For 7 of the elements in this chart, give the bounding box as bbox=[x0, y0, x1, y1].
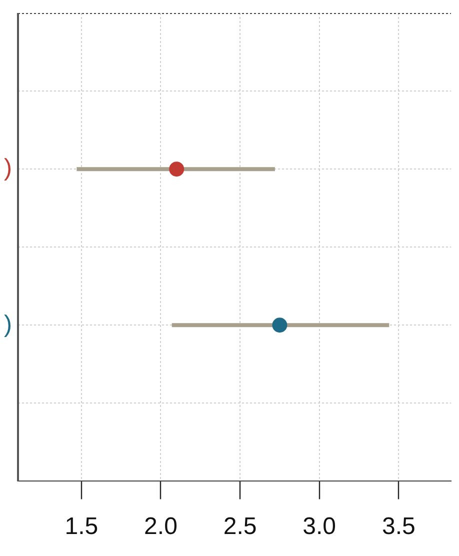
x-tick-label: 1.5 bbox=[64, 513, 98, 540]
x-tick-label: 3.5 bbox=[382, 513, 416, 540]
y-tick-label: ) bbox=[4, 310, 12, 338]
y-tick-label: ) bbox=[4, 154, 12, 182]
x-tick-label: 2.0 bbox=[144, 513, 178, 540]
x-tick-label: 3.0 bbox=[302, 513, 336, 540]
x-tick-label: 2.5 bbox=[223, 513, 257, 540]
